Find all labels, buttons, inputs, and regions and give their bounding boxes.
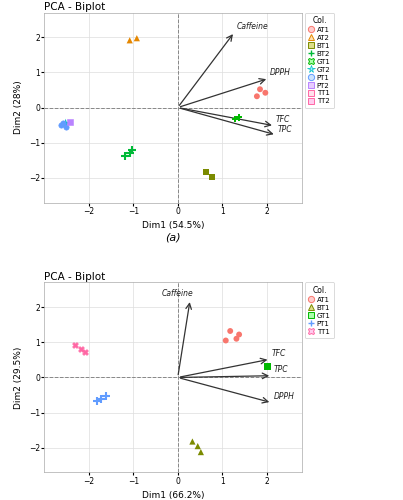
Point <box>134 34 140 42</box>
Point <box>127 36 133 44</box>
Text: Caffeine: Caffeine <box>162 290 193 298</box>
Text: TPC: TPC <box>278 124 293 134</box>
X-axis label: Dim1 (54.5%): Dim1 (54.5%) <box>142 222 205 230</box>
Text: (a): (a) <box>166 232 181 242</box>
Point <box>257 85 263 93</box>
Point <box>127 150 133 158</box>
Point <box>264 362 271 370</box>
Point <box>77 344 84 352</box>
Point <box>203 168 209 175</box>
Point <box>236 330 242 338</box>
Point <box>195 442 201 450</box>
Point <box>236 114 242 122</box>
Text: DPPH: DPPH <box>270 68 291 76</box>
Point <box>102 392 109 400</box>
Point <box>122 152 129 160</box>
Text: TFC: TFC <box>272 348 287 358</box>
Text: TFC: TFC <box>276 116 291 124</box>
Point <box>222 336 229 344</box>
Point <box>98 394 104 402</box>
Text: DPPH: DPPH <box>273 392 294 402</box>
Point <box>71 341 78 349</box>
Point <box>62 123 69 131</box>
Point <box>82 348 89 356</box>
Text: PCA - Biplot: PCA - Biplot <box>44 2 106 12</box>
Point <box>67 118 73 126</box>
Text: PCA - Biplot: PCA - Biplot <box>44 272 106 281</box>
Point <box>227 327 233 335</box>
Point <box>62 120 69 128</box>
Point <box>93 398 100 406</box>
Point <box>209 173 216 181</box>
Point <box>189 438 195 446</box>
Point <box>253 92 260 100</box>
Point <box>231 115 238 123</box>
Point <box>197 448 204 456</box>
Point <box>60 119 66 127</box>
Text: TPC: TPC <box>273 366 288 374</box>
Legend: AT1, BT1, GT1, PT1, TT1: AT1, BT1, GT1, PT1, TT1 <box>305 282 334 338</box>
Legend: AT1, AT2, BT1, BT2, GT1, GT2, PT1, PT2, TT1, TT2: AT1, AT2, BT1, BT2, GT1, GT2, PT1, PT2, … <box>305 12 334 108</box>
Y-axis label: Dim2 (28%): Dim2 (28%) <box>15 80 23 134</box>
Point <box>233 334 240 342</box>
X-axis label: Dim1 (66.2%): Dim1 (66.2%) <box>142 491 205 500</box>
Point <box>262 89 268 97</box>
Point <box>58 121 64 129</box>
Text: Caffeine: Caffeine <box>237 22 269 31</box>
Y-axis label: Dim2 (29.5%): Dim2 (29.5%) <box>15 346 23 408</box>
Point <box>129 146 135 154</box>
